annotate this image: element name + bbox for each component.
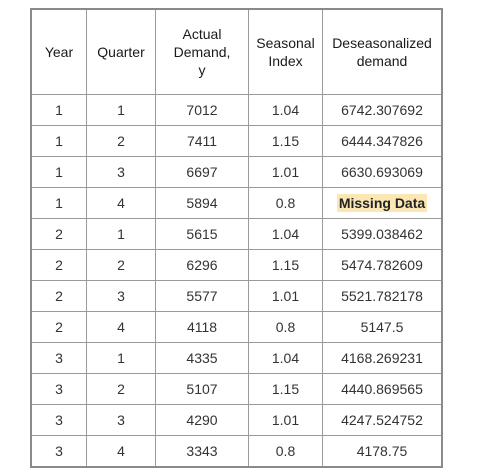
cell-year: 1: [30, 187, 87, 219]
cell-quarter: 3: [86, 404, 156, 436]
data-table-container: Year Quarter Actual Demand, y Seasonal I…: [30, 8, 443, 468]
cell-quarter: 1: [86, 342, 156, 374]
cell-actual-demand: 4118: [155, 311, 249, 343]
cell-quarter: 3: [86, 280, 156, 312]
header-year: Year: [30, 8, 87, 95]
cell-quarter: 4: [86, 435, 156, 468]
cell-year: 2: [30, 311, 87, 343]
cell-seasonal-index: 1.15: [248, 249, 323, 281]
missing-data-badge: Missing Data: [336, 194, 428, 212]
cell-actual-demand: 3343: [155, 435, 249, 468]
cell-deseasonalized-demand: Missing Data: [322, 187, 443, 219]
header-seasonal-index: Seasonal Index: [248, 8, 323, 95]
table-row: 1 1 7012 1.04 6742.307692: [30, 94, 443, 126]
cell-deseasonalized-demand: 5399.038462: [322, 218, 443, 250]
cell-deseasonalized-demand: 5474.782609: [322, 249, 443, 281]
cell-quarter: 2: [86, 125, 156, 157]
cell-seasonal-index: 1.04: [248, 342, 323, 374]
cell-actual-demand: 7012: [155, 94, 249, 126]
cell-year: 2: [30, 218, 87, 250]
cell-deseasonalized-demand: 5147.5: [322, 311, 443, 343]
seasonal-demand-table: Year Quarter Actual Demand, y Seasonal I…: [30, 8, 443, 468]
cell-actual-demand: 5577: [155, 280, 249, 312]
cell-actual-demand: 5894: [155, 187, 249, 219]
cell-actual-demand: 4335: [155, 342, 249, 374]
table-body: 1 1 7012 1.04 6742.307692 1 2 7411 1.15 6444.3478…: [30, 94, 443, 468]
cell-seasonal-index: 0.8: [248, 187, 323, 219]
table-row: 1 4 5894 0.8 Missing Data: [30, 187, 443, 219]
table-row: 1 2 7411 1.15 6444.347826: [30, 125, 443, 157]
cell-year: 3: [30, 435, 87, 468]
cell-seasonal-index: 1.15: [248, 125, 323, 157]
cell-year: 2: [30, 249, 87, 281]
table-row: 1 3 6697 1.01 6630.693069: [30, 156, 443, 188]
cell-deseasonalized-demand: 5521.782178: [322, 280, 443, 312]
cell-year: 3: [30, 342, 87, 374]
cell-deseasonalized-demand: 4247.524752: [322, 404, 443, 436]
cell-quarter: 4: [86, 187, 156, 219]
header-index-line2: Index: [268, 53, 303, 69]
cell-actual-demand: 6697: [155, 156, 249, 188]
cell-quarter: 1: [86, 94, 156, 126]
table-row: 2 1 5615 1.04 5399.038462: [30, 218, 443, 250]
cell-quarter: 1: [86, 218, 156, 250]
cell-quarter: 4: [86, 311, 156, 343]
table-row: 3 1 4335 1.04 4168.269231: [30, 342, 443, 374]
cell-seasonal-index: 1.04: [248, 218, 323, 250]
cell-year: 3: [30, 404, 87, 436]
cell-deseasonalized-demand: 6444.347826: [322, 125, 443, 157]
cell-actual-demand: 6296: [155, 249, 249, 281]
table-row: 3 2 5107 1.15 4440.869565: [30, 373, 443, 405]
header-demand-line3: y: [198, 62, 206, 78]
table-row: 3 3 4290 1.01 4247.524752: [30, 404, 443, 436]
cell-actual-demand: 7411: [155, 125, 249, 157]
cell-deseasonalized-demand: 4168.269231: [322, 342, 443, 374]
cell-seasonal-index: 0.8: [248, 435, 323, 468]
cell-seasonal-index: 1.01: [248, 280, 323, 312]
header-demand-line2: Demand,: [173, 44, 231, 60]
cell-quarter: 2: [86, 373, 156, 405]
cell-quarter: 2: [86, 249, 156, 281]
cell-seasonal-index: 1.04: [248, 94, 323, 126]
cell-seasonal-index: 1.01: [248, 404, 323, 436]
cell-deseasonalized-demand: 4440.869565: [322, 373, 443, 405]
header-deseas-line1: Deseasonalized: [332, 35, 432, 51]
cell-seasonal-index: 1.01: [248, 156, 323, 188]
header-deseas-line2: demand: [356, 53, 408, 69]
cell-actual-demand: 5107: [155, 373, 249, 405]
cell-seasonal-index: 1.15: [248, 373, 323, 405]
header-deseasonalized-demand: Deseasonalized demand: [322, 8, 443, 95]
table-row: 2 4 4118 0.8 5147.5: [30, 311, 443, 343]
header-quarter: Quarter: [86, 8, 156, 95]
cell-deseasonalized-demand: 4178.75: [322, 435, 443, 468]
cell-actual-demand: 4290: [155, 404, 249, 436]
cell-year: 1: [30, 156, 87, 188]
cell-quarter: 3: [86, 156, 156, 188]
cell-year: 3: [30, 373, 87, 405]
cell-deseasonalized-demand: 6630.693069: [322, 156, 443, 188]
cell-deseasonalized-demand: 6742.307692: [322, 94, 443, 126]
table-header-row: Year Quarter Actual Demand, y Seasonal I…: [30, 8, 443, 95]
cell-seasonal-index: 0.8: [248, 311, 323, 343]
cell-year: 1: [30, 125, 87, 157]
header-demand-line1: Actual: [182, 26, 222, 42]
table-row: 2 3 5577 1.01 5521.782178: [30, 280, 443, 312]
header-quarter-label: Quarter: [97, 44, 145, 60]
table-row: 3 4 3343 0.8 4178.75: [30, 435, 443, 468]
cell-actual-demand: 5615: [155, 218, 249, 250]
cell-year: 2: [30, 280, 87, 312]
header-index-line1: Seasonal: [256, 35, 315, 51]
header-year-label: Year: [44, 44, 74, 60]
header-actual-demand: Actual Demand, y: [155, 8, 249, 95]
table-row: 2 2 6296 1.15 5474.782609: [30, 249, 443, 281]
cell-year: 1: [30, 94, 87, 126]
